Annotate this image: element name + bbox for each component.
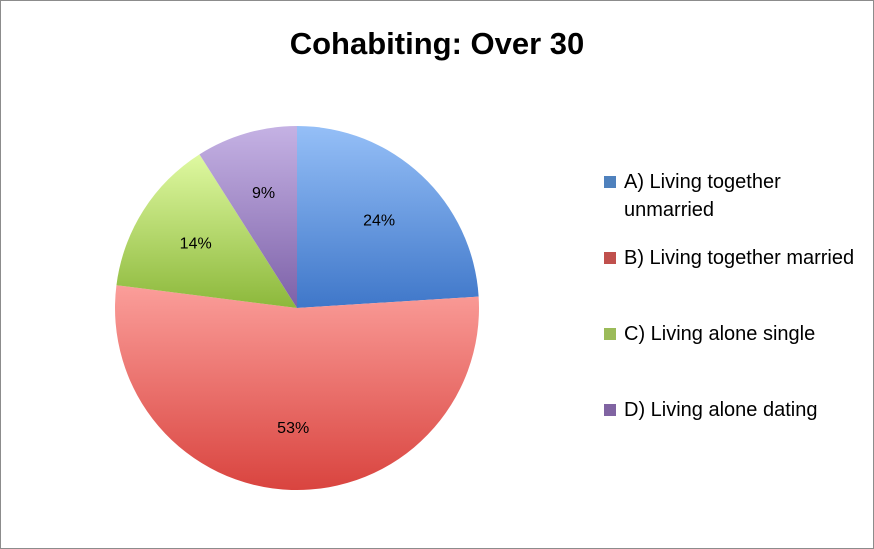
pie-slice-a <box>297 126 479 308</box>
pie-slice-d <box>199 126 297 308</box>
legend-label-a: A) Living together unmarried <box>624 171 781 221</box>
legend-swatch-c <box>604 328 616 340</box>
pie-slice-c <box>116 154 297 308</box>
legend-item-a: A) Living together unmarried <box>604 168 866 224</box>
data-label-d: 9% <box>252 185 275 202</box>
data-label-c: 14% <box>180 236 212 253</box>
data-label-b: 53% <box>277 420 309 437</box>
pie-slice-b <box>115 285 480 491</box>
legend-swatch-d <box>604 404 616 416</box>
data-label-a: 24% <box>363 213 395 230</box>
legend-swatch-a <box>604 176 616 188</box>
legend-swatch-b <box>604 252 616 264</box>
legend-item-d: D) Living alone dating <box>604 396 866 424</box>
legend-item-b: B) Living together married <box>604 244 866 272</box>
legend-item-c: C) Living alone single <box>604 320 866 348</box>
legend-label-b: B) Living together married <box>624 247 855 269</box>
legend-label-c: C) Living alone single <box>624 323 816 345</box>
chart-title: Cohabiting: Over 30 <box>289 26 585 61</box>
legend-label-d: D) Living alone dating <box>624 399 818 421</box>
